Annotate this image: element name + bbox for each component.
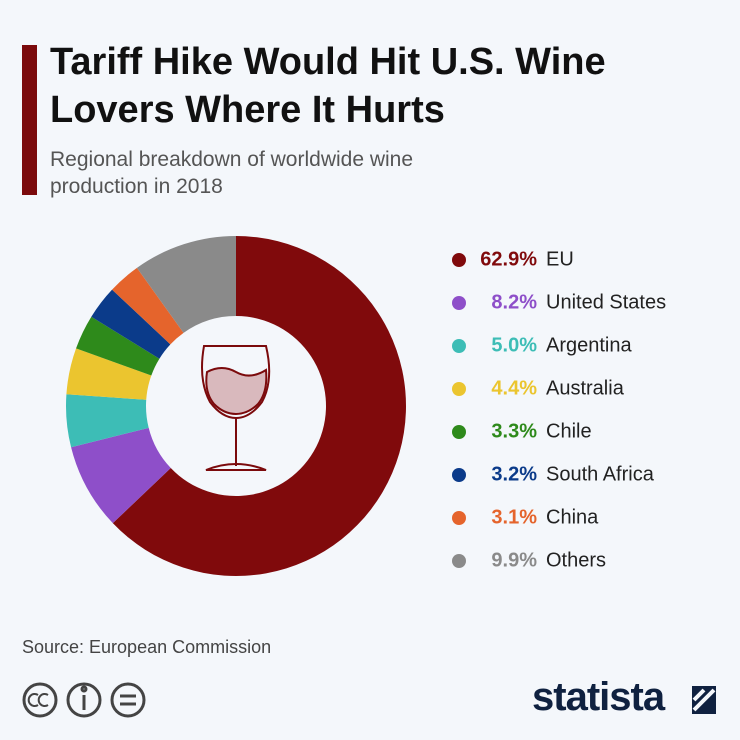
donut-slice (136, 236, 236, 333)
legend-marker (452, 296, 466, 310)
wine-glass-icon (201, 345, 271, 471)
legend-marker (452, 554, 466, 568)
legend-marker (452, 468, 466, 482)
legend-label: United States (546, 291, 666, 313)
legend-value: 4.4% (491, 377, 537, 399)
donut-slice (76, 316, 160, 376)
legend-label: South Africa (546, 463, 655, 485)
brand: statista (532, 675, 665, 719)
accent-bar (22, 45, 37, 195)
donut-slice (71, 427, 171, 524)
legend-value: 3.1% (491, 506, 537, 528)
donut-slice (91, 289, 171, 359)
source: Source: European Commission (22, 637, 272, 657)
legend-marker (452, 339, 466, 353)
legend-marker (452, 511, 466, 525)
donut-slice (66, 394, 149, 448)
legend-label: Chile (546, 420, 592, 442)
donut-slice (66, 348, 152, 400)
chart-subtitle: Regional breakdown of worldwide wine pro… (50, 148, 414, 198)
legend-value: 8.2% (491, 291, 537, 313)
legend-value: 3.3% (491, 420, 537, 442)
legend-value: 9.9% (491, 549, 537, 571)
legend-label: China (546, 506, 599, 528)
legend-value: 3.2% (491, 463, 537, 485)
donut-slice (112, 236, 406, 576)
chart-title: Tariff Hike Would Hit U.S. Wine Lovers W… (50, 41, 606, 131)
legend-marker (452, 253, 466, 267)
legend-marker (452, 425, 466, 439)
cc-icons (22, 682, 146, 718)
legend-marker (452, 382, 466, 396)
legend-label: EU (546, 248, 574, 270)
legend-label: Argentina (546, 334, 632, 356)
legend-value: 5.0% (491, 334, 537, 356)
donut-slice (112, 267, 184, 345)
legend-label: Others (546, 549, 606, 571)
legend-value: 62.9% (480, 248, 537, 270)
legend-label: Australia (546, 377, 625, 399)
brand-logo-icon (688, 682, 720, 718)
